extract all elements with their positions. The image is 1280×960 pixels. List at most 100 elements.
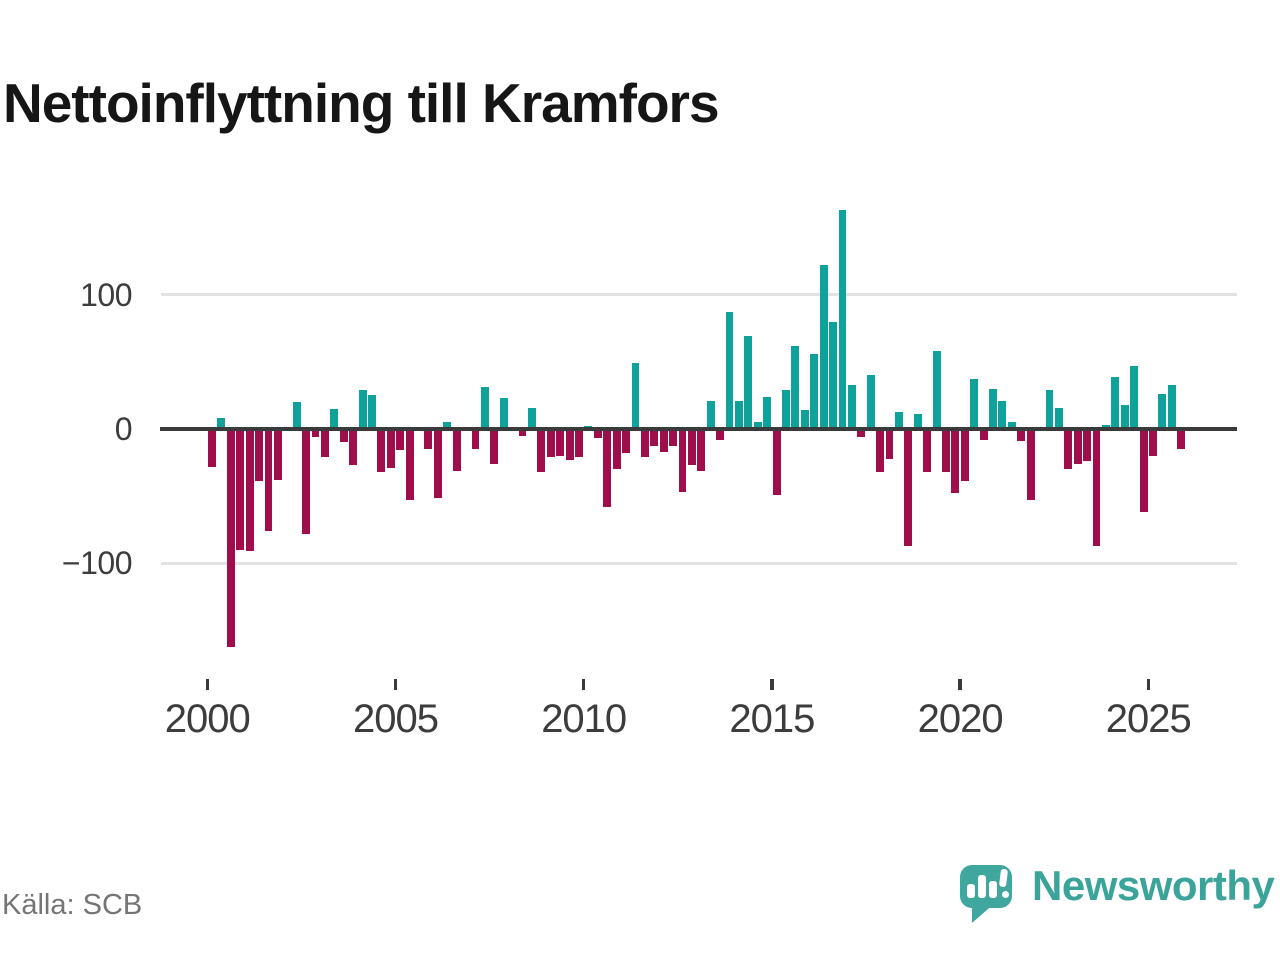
bar-2003-q2 [330, 408, 339, 429]
bar-2009-q1 [546, 429, 555, 458]
bar-2008-q2 [518, 429, 527, 436]
bar-2023-q1 [1073, 429, 1082, 464]
x-tick-2020 [958, 679, 962, 690]
bar-2012-q3 [678, 429, 687, 493]
bar-2016-q2 [819, 265, 828, 429]
bar-2021-q2 [1007, 422, 1016, 429]
bar-2004-q1 [358, 390, 367, 429]
bar-2019-q3 [942, 429, 950, 472]
bar-2013-q3 [716, 429, 725, 440]
bar-2021-q3 [1017, 429, 1026, 442]
logo-exclamation-dot [1002, 891, 1009, 898]
speech-bubble-tail [972, 902, 996, 923]
bar-2019-q1 [923, 429, 932, 472]
y-axis-label-0: 0 [114, 411, 133, 447]
bar-2009-q3 [565, 429, 574, 460]
bar-2006-q3 [452, 429, 461, 471]
bar-2005-q1 [396, 429, 405, 451]
bar-2015-q3 [791, 345, 800, 429]
bar-2004-q3 [377, 429, 386, 472]
bar-2000-q3 [226, 429, 235, 647]
bar-2011-q3 [640, 429, 649, 458]
bar-2013-q1 [697, 429, 706, 471]
bar-2001-q2 [255, 429, 263, 482]
bar-2005-q4 [424, 429, 433, 450]
bar-2014-q3 [753, 422, 762, 429]
bar-2020-q3 [979, 429, 988, 440]
bar-2010-q2 [593, 429, 602, 439]
bar-2003-q1 [320, 429, 329, 458]
bar-2014-q2 [744, 336, 753, 429]
bar-2000-q4 [236, 429, 245, 550]
bar-2009-q2 [556, 429, 565, 456]
bar-2022-q4 [1064, 429, 1073, 470]
x-axis-label-2000: 2000 [164, 697, 251, 741]
bar-2022-q2 [1045, 390, 1054, 429]
x-tick-2010 [581, 679, 586, 690]
bar-2001-q3 [264, 429, 273, 532]
bar-2016-q3 [829, 321, 837, 429]
bar-2016-q1 [810, 353, 819, 429]
x-axis-label-2020: 2020 [917, 697, 1004, 741]
bar-2012-q2 [669, 429, 678, 447]
x-tick-2005 [393, 679, 398, 690]
bar-2016-q4 [838, 210, 847, 429]
bar-2011-q1 [622, 429, 630, 454]
bar-2017-q3 [866, 375, 875, 429]
logo-wordmark: Newsworthy [1032, 862, 1275, 909]
bar-2023-q2 [1083, 429, 1092, 462]
bar-2018-q1 [885, 429, 894, 459]
bar-2007-q1 [471, 429, 480, 450]
x-axis-label-2010: 2010 [541, 697, 627, 741]
logo-mini-bar-3 [989, 881, 997, 898]
bar-2013-q4 [725, 312, 734, 429]
page-title: Nettoinflyttning till Kramfors [3, 71, 720, 134]
bar-2018-q4 [913, 414, 922, 429]
bar-2006-q1 [433, 429, 442, 498]
bar-2022-q3 [1054, 407, 1063, 429]
bar-2011-q4 [650, 429, 659, 447]
bar-2015-q1 [772, 429, 781, 495]
bar-2018-q3 [904, 429, 913, 546]
bar-2010-q4 [612, 429, 621, 470]
bar-2025-q4 [1177, 429, 1186, 450]
y-axis-label--100: −100 [61, 545, 133, 582]
bar-2013-q2 [706, 400, 715, 429]
bar-2003-q4 [349, 429, 358, 466]
y-axis-label-100: 100 [80, 276, 132, 313]
x-tick-2015 [770, 679, 774, 690]
gridline-100 [161, 293, 1237, 296]
x-tick-2025 [1146, 679, 1151, 690]
source-note: Källa: SCB [2, 889, 143, 921]
bar-2015-q2 [782, 390, 790, 429]
bar-2004-q4 [386, 429, 395, 468]
bar-2021-q1 [998, 400, 1007, 429]
bar-2014-q4 [763, 396, 772, 429]
bar-2012-q4 [687, 429, 696, 466]
bar-2025-q2 [1158, 394, 1167, 429]
bar-2001-q1 [245, 429, 254, 552]
bar-2018-q2 [894, 411, 903, 429]
bar-2019-q4 [951, 429, 960, 494]
bar-2024-q3 [1130, 365, 1139, 429]
bar-2010-q3 [603, 429, 612, 507]
logo-mini-bar-2 [978, 875, 986, 898]
x-axis-label-2025: 2025 [1105, 697, 1192, 741]
x-axis-label-2015: 2015 [729, 697, 815, 741]
bar-2019-q2 [932, 351, 941, 429]
x-axis-zero-line [160, 426, 1237, 432]
bar-2012-q1 [659, 429, 668, 452]
bar-2025-q3 [1167, 384, 1176, 429]
bar-2002-q2 [292, 402, 301, 429]
bar-2020-q4 [989, 388, 997, 429]
bar-2017-q2 [857, 429, 866, 438]
gridline--100 [161, 562, 1237, 565]
bar-2024-q4 [1139, 429, 1148, 513]
bar-2017-q4 [876, 429, 885, 472]
bar-2001-q4 [273, 429, 282, 481]
bar-2008-q4 [537, 429, 546, 472]
bar-2023-q3 [1092, 429, 1101, 546]
x-tick-2000 [205, 679, 210, 690]
logo-mini-bar-1 [967, 884, 975, 898]
bar-2015-q4 [800, 410, 809, 429]
